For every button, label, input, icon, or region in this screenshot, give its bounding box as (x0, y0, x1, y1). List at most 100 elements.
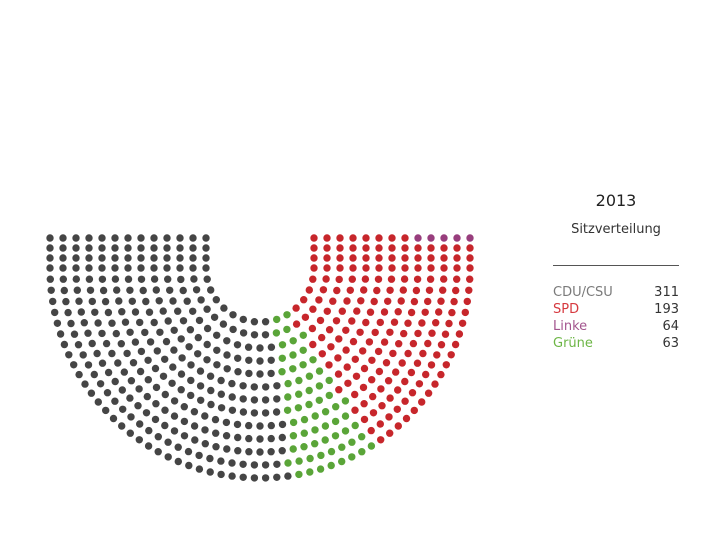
seat-grüne (300, 415, 309, 424)
seat-cdu-csu (134, 402, 142, 410)
legend-label: CDU/CSU (553, 285, 613, 300)
seat-spd (349, 234, 357, 242)
seat-cdu-csu (161, 390, 169, 399)
seat-grüne (351, 421, 359, 430)
seat-cdu-csu (161, 421, 169, 430)
seat-grüne (306, 454, 314, 463)
seat-cdu-csu (150, 234, 158, 242)
legend-value: 311 (654, 285, 679, 300)
seat-spd (392, 368, 400, 376)
seat-cdu-csu (239, 408, 248, 416)
seat-spd (401, 234, 409, 242)
seat-cdu-csu (124, 264, 132, 272)
seat-cdu-csu (228, 472, 236, 480)
seat-grüne (305, 372, 314, 380)
seat-spd (315, 296, 323, 304)
seat-cdu-csu (98, 254, 106, 262)
seat-spd (367, 426, 375, 435)
seat-cdu-csu (219, 320, 228, 328)
seat-cdu-csu (137, 234, 145, 242)
seat-cdu-csu (59, 234, 67, 242)
seat-cdu-csu (250, 383, 258, 391)
seat-spd (387, 275, 396, 283)
seat-cdu-csu (256, 357, 264, 365)
seat-spd (388, 264, 396, 272)
seat-cdu-csu (195, 465, 204, 473)
seat-spd (375, 234, 383, 242)
seat-spd (310, 244, 318, 252)
seat-cdu-csu (93, 349, 101, 358)
seat-cdu-csu (161, 355, 169, 363)
seat-cdu-csu (81, 380, 89, 388)
seat-cdu-csu (152, 286, 160, 294)
seat-spd (300, 296, 308, 304)
seat-cdu-csu (222, 418, 231, 427)
seat-spd (453, 254, 461, 262)
seat-cdu-csu (223, 445, 231, 453)
seat-cdu-csu (163, 234, 171, 242)
seat-cdu-csu (201, 440, 209, 448)
seat-linke (440, 234, 448, 242)
seat-grüne (278, 368, 286, 376)
seat-cdu-csu (202, 234, 210, 242)
seat-cdu-csu (267, 369, 275, 378)
seat-spd (389, 349, 397, 358)
seat-spd (384, 297, 392, 305)
seat-cdu-csu (190, 408, 199, 416)
seat-cdu-csu (234, 368, 242, 376)
seat-spd (357, 297, 365, 305)
seat-cdu-csu (72, 234, 80, 242)
seat-cdu-csu (114, 359, 122, 367)
seat-cdu-csu (87, 389, 96, 397)
seat-spd (433, 351, 441, 359)
seat-cdu-csu (197, 296, 205, 304)
seat-spd (431, 380, 439, 388)
seat-cdu-csu (229, 325, 237, 334)
seat-cdu-csu (164, 317, 172, 325)
seat-cdu-csu (47, 286, 55, 294)
seat-cdu-csu (85, 234, 93, 242)
legend-label: Grüne (553, 336, 593, 351)
seat-spd (318, 350, 326, 358)
seat-cdu-csu (62, 297, 70, 306)
seat-cdu-csu (85, 275, 94, 283)
seat-grüne (315, 367, 324, 375)
seat-cdu-csu (191, 436, 199, 444)
seat-cdu-csu (206, 372, 215, 380)
seat-cdu-csu (60, 286, 68, 295)
seat-cdu-csu (250, 461, 259, 469)
seat-cdu-csu (213, 331, 221, 339)
seat-cdu-csu (46, 234, 54, 242)
seat-cdu-csu (142, 409, 151, 417)
seat-cdu-csu (239, 329, 248, 337)
seat-cdu-csu (135, 385, 143, 393)
seat-cdu-csu (169, 297, 177, 305)
seat-spd (395, 340, 403, 348)
seat-cdu-csu (94, 319, 102, 327)
seat-grüne (316, 465, 325, 473)
seat-cdu-csu (250, 318, 259, 326)
seat-cdu-csu (223, 337, 231, 345)
seat-spd (323, 234, 331, 242)
seat-spd (404, 319, 412, 327)
seat-cdu-csu (256, 370, 264, 378)
seat-spd (374, 347, 383, 356)
seat-cdu-csu (239, 473, 247, 481)
seat-spd (343, 297, 351, 305)
seat-cdu-csu (261, 461, 270, 469)
seat-cdu-csu (136, 420, 144, 428)
seat-spd (305, 286, 313, 294)
seat-cdu-csu (96, 380, 105, 388)
seat-spd (380, 338, 389, 346)
seat-cdu-csu (46, 254, 54, 262)
seat-cdu-csu (223, 365, 231, 373)
seat-cdu-csu (169, 363, 177, 371)
legend-label: SPD (553, 302, 580, 317)
seat-cdu-csu (189, 234, 197, 242)
seat-spd (437, 297, 445, 305)
seat-spd (427, 361, 436, 369)
seat-spd (373, 286, 381, 295)
seat-spd (376, 318, 384, 327)
seat-spd (394, 422, 402, 430)
seat-spd (466, 264, 474, 272)
